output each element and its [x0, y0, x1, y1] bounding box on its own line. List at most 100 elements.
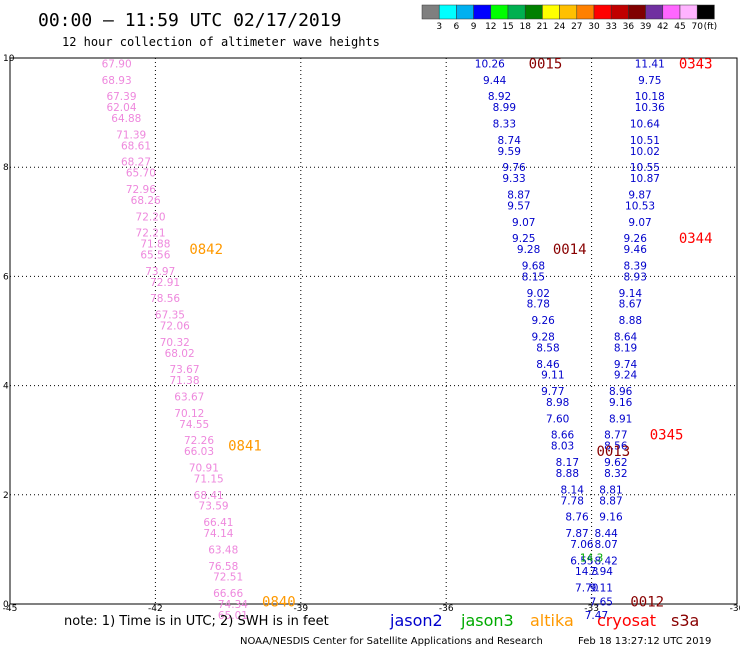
wave-height-label: 68.93 [102, 75, 132, 87]
wave-height-label: 7.06 [570, 539, 594, 551]
wave-height-label: 8.14 [561, 484, 585, 496]
colorbar-swatch [696, 4, 715, 20]
wave-height-label: 72.51 [213, 572, 243, 584]
wave-height-label: 71.39 [116, 129, 146, 141]
wave-height-label: 73.97 [145, 266, 175, 278]
wave-height-label: 8.88 [619, 315, 642, 327]
wave-height-label: 71.15 [194, 473, 224, 485]
colorbar-label: 24 [554, 22, 566, 32]
wave-height-label: 70.91 [189, 463, 219, 475]
wave-height-label: 63.67 [174, 392, 204, 404]
wave-height-label: 73.59 [199, 501, 229, 513]
wave-height-label: 9.25 [512, 233, 535, 245]
wave-height-label: 8.77 [604, 430, 627, 442]
wave-height-label: 64.88 [111, 113, 141, 125]
wave-height-label: 72.06 [160, 321, 190, 333]
colorbar-label: 21 [537, 22, 548, 32]
wave-height-label: 73.67 [169, 364, 199, 376]
wave-height-label: 9.16 [609, 397, 633, 409]
wave-height-label: 8.07 [594, 539, 617, 551]
wave-height-label: 62.04 [106, 102, 136, 114]
footer-credit: NOAA/NESDIS Center for Satellite Applica… [240, 636, 543, 647]
wave-height-label: 67.90 [102, 58, 132, 70]
wave-height-label: 9.59 [498, 146, 521, 158]
wave-height-label: 9.11 [541, 370, 564, 382]
colorbar-label: 39 [640, 22, 652, 32]
colorbar-label: 27 [571, 22, 582, 32]
track-time-label: 0013 [596, 444, 630, 460]
wave-height-label: 8.15 [522, 271, 545, 283]
track-time-label: 0345 [650, 428, 684, 444]
track-time-labels: 0015 0343 0842 0014 0344 0841 0345 0013 0840 0012 [189, 56, 712, 610]
wave-height-label: 74.55 [179, 419, 209, 431]
colorbar-swatch [559, 4, 578, 20]
wave-height-label: 6.55 [570, 555, 593, 567]
colorbar-label: 18 [519, 22, 531, 32]
y-tick-label: 4 [3, 382, 9, 392]
wave-height-label: 72.96 [126, 184, 156, 196]
wave-height-label: 10.26 [475, 58, 505, 70]
wave-height-label: 9.33 [502, 173, 525, 185]
wave-height-label: 9.02 [527, 288, 550, 300]
wave-height-label: 10.87 [630, 173, 660, 185]
wave-height-label: 8.81 [599, 484, 622, 496]
wave-height-label: 8.56 [604, 441, 628, 453]
wave-height-label: 9.11 [590, 583, 613, 595]
wave-height-label: 68.02 [165, 348, 195, 360]
wave-height-label: 8.17 [556, 457, 579, 469]
track-time-label: 0841 [228, 439, 262, 455]
wave-height-label: 66.66 [213, 588, 243, 600]
wave-height-label: 8.76 [565, 512, 589, 524]
wave-height-label: 14.3 [580, 553, 603, 565]
wave-height-label: 70.12 [174, 408, 204, 420]
wave-height-label: 67.39 [106, 91, 136, 103]
colorbar-label: 45 [674, 22, 685, 32]
x-tick-label: -42 [148, 604, 163, 614]
wave-height-label: 8.88 [556, 468, 579, 480]
wave-height-label: 7.78 [561, 495, 584, 507]
plot-area: -45 -42 -39 -36 -33 -30 0 2 4 6 8 10 67.90 68.93 67.3… [3, 54, 740, 622]
wave-height-label: 9.75 [638, 75, 661, 87]
wave-height-label: 8.87 [507, 190, 530, 202]
wave-height-label: 9.62 [604, 457, 627, 469]
wave-height-label: 9.28 [531, 331, 554, 343]
chart-subtitle: 12 hour collection of altimeter wave hei… [62, 35, 380, 49]
wave-height-label: 7.47 [585, 610, 608, 622]
colorbar-label: 33 [605, 22, 616, 32]
wave-height-label: 8.91 [609, 413, 632, 425]
wave-height-label: 8.32 [604, 468, 627, 480]
colorbar-swatch [576, 4, 595, 20]
footer-timestamp: Feb 18 13:27:12 UTC 2019 [578, 636, 711, 647]
wave-height-label: 9.26 [624, 233, 648, 245]
wave-height-label: 63.48 [208, 544, 238, 556]
wave-height-label: 7.87 [565, 528, 588, 540]
wave-height-label: 8.58 [536, 342, 559, 354]
wave-height-label: 10.55 [630, 162, 660, 174]
wave-height-label: 8.64 [614, 331, 638, 343]
colorbar-swatch [490, 4, 509, 20]
wave-height-label: 9.07 [628, 217, 651, 229]
wave-height-label: 8.03 [551, 441, 574, 453]
wave-height-label: 8.66 [551, 430, 575, 442]
wave-height-label: 10.18 [635, 91, 665, 103]
wave-height-label: 68.26 [131, 195, 161, 207]
colorbar-swatch [645, 4, 664, 20]
gridlines [10, 58, 737, 604]
x-tick-label: -30 [730, 604, 740, 614]
wave-height-label: 9.57 [507, 200, 530, 212]
wave-height-label: 72.91 [150, 277, 180, 289]
colorbar-swatch [628, 4, 646, 20]
colorbar-swatch [679, 4, 698, 20]
colorbar-label: 15 [502, 22, 513, 32]
wave-height-label: 8.96 [609, 386, 633, 398]
wave-height-label: 71.38 [169, 375, 199, 387]
wave-height-label: 72.20 [136, 211, 166, 223]
wave-height-label: 76.58 [208, 561, 238, 573]
wave-height-label: 10.53 [625, 200, 655, 212]
wave-height-label: 10.36 [635, 102, 665, 114]
colorbar-swatch [456, 4, 474, 20]
wave-height-label: 8.33 [493, 119, 516, 131]
wave-height-label: 7.60 [546, 413, 569, 425]
colorbar-label: 42 [657, 22, 668, 32]
